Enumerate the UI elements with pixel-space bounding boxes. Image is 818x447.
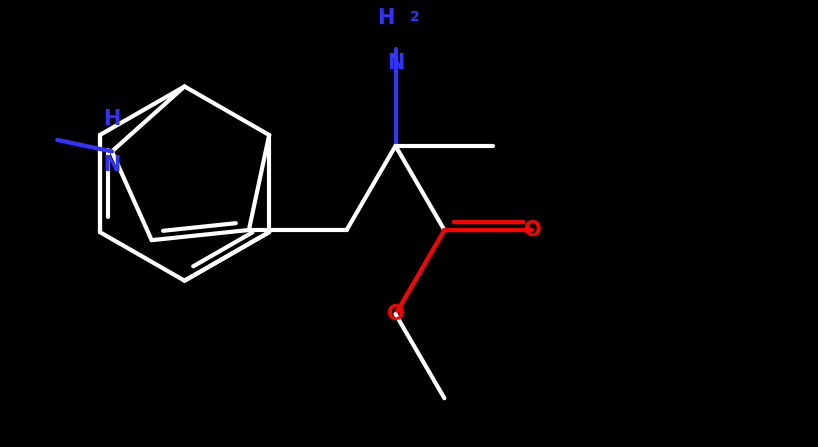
Text: N: N xyxy=(387,53,404,73)
Text: N: N xyxy=(103,156,120,176)
Text: O: O xyxy=(387,304,404,324)
Text: O: O xyxy=(524,220,542,240)
Text: H: H xyxy=(377,8,394,29)
Text: H: H xyxy=(103,109,120,129)
Text: 2: 2 xyxy=(411,10,420,25)
